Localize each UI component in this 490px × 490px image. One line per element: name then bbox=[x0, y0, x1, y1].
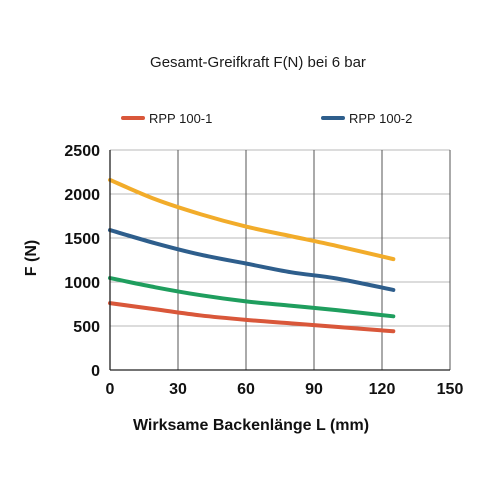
y-tick-label: 500 bbox=[73, 319, 100, 336]
x-tick-label: 60 bbox=[237, 381, 255, 398]
y-axis-label: F (N) bbox=[23, 240, 40, 276]
x-tick-label: 150 bbox=[437, 381, 464, 398]
y-tick-label: 1000 bbox=[64, 275, 100, 292]
series-line-rpp-100-1 bbox=[108, 301, 396, 334]
x-axis-label: Wirksame Backenlänge L (mm) bbox=[133, 417, 369, 434]
y-tick-label: 2500 bbox=[64, 143, 100, 160]
y-tick-label: 1500 bbox=[64, 231, 100, 248]
plot-area bbox=[110, 150, 450, 370]
x-tick-label: 90 bbox=[305, 381, 323, 398]
x-tick-label: 120 bbox=[369, 381, 396, 398]
legend-label-rpp-100-2: RPP 100-2 bbox=[349, 111, 412, 126]
grid bbox=[110, 149, 451, 370]
series-line-rpp-100-1-ga bbox=[108, 276, 396, 319]
chart-title: Gesamt-Greifkraft F(N) bei 6 bar bbox=[150, 54, 366, 71]
x-tick-label: 0 bbox=[106, 381, 115, 398]
legend-label-rpp-100-1: RPP 100-1 bbox=[149, 111, 212, 126]
y-tick-label: 0 bbox=[91, 363, 100, 380]
series-line-rpp-100-2-ga bbox=[108, 177, 396, 262]
series-group bbox=[108, 177, 396, 334]
series-line-rpp-100-2 bbox=[108, 228, 396, 292]
y-tick-labels: 0 500 1000 1500 2000 2500 bbox=[64, 143, 100, 380]
x-tick-label: 30 bbox=[169, 381, 187, 398]
y-tick-label: 2000 bbox=[64, 187, 100, 204]
axes bbox=[109, 150, 450, 371]
x-tick-labels: 0 30 60 90 120 150 bbox=[106, 381, 464, 398]
